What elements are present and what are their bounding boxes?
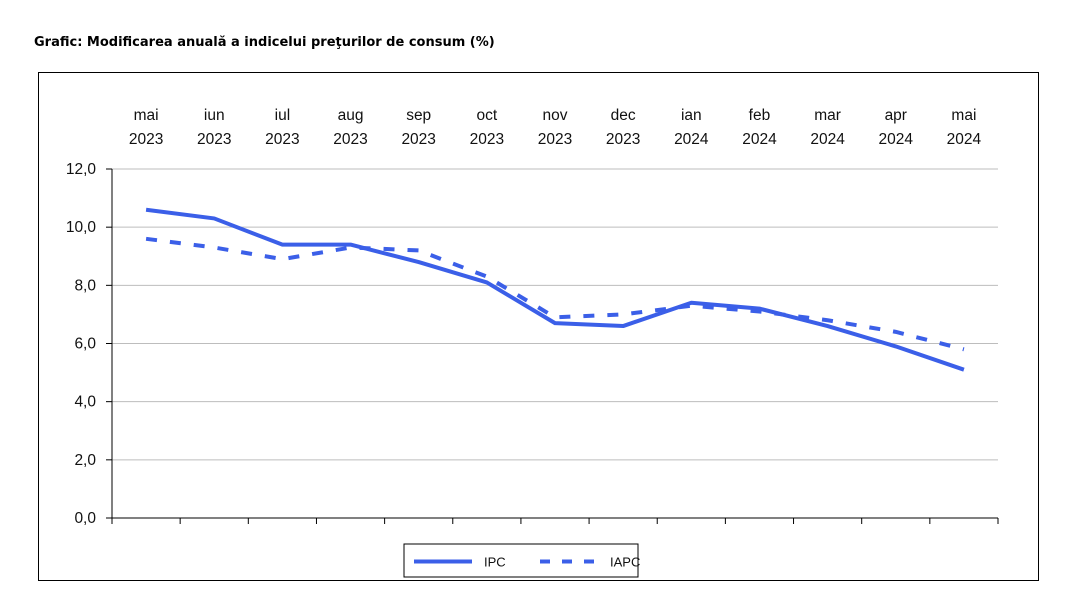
x-tick-label-month: dec bbox=[611, 107, 636, 124]
chart-title: Grafic: Modificarea anuală a indicelui p… bbox=[34, 35, 495, 50]
y-tick-label: 4,0 bbox=[74, 394, 96, 411]
x-tick-label-year: 2024 bbox=[674, 131, 709, 148]
y-tick-label: 6,0 bbox=[74, 336, 96, 353]
series-line-iapc bbox=[145, 236, 965, 352]
x-tick-label-month: mai bbox=[951, 107, 976, 124]
x-tick-label-year: 2023 bbox=[470, 131, 504, 148]
x-tick-label-year: 2023 bbox=[333, 131, 367, 148]
legend-label-iapc: IAPC bbox=[610, 555, 640, 570]
x-tick-label-month: iul bbox=[275, 107, 291, 124]
x-tick-label-month: feb bbox=[749, 107, 771, 124]
x-tick-label-month: sep bbox=[406, 107, 431, 124]
x-tick-label-year: 2023 bbox=[265, 131, 299, 148]
series-line-ipc bbox=[145, 207, 965, 372]
x-tick-label-month: mar bbox=[814, 107, 841, 124]
y-tick-label: 2,0 bbox=[74, 452, 96, 469]
y-tick-label: 12,0 bbox=[66, 161, 97, 178]
x-tick-label-month: ian bbox=[681, 107, 702, 124]
y-tick-label: 10,0 bbox=[66, 219, 97, 236]
x-tick-label-year: 2024 bbox=[742, 131, 777, 148]
x-tick-label-year: 2023 bbox=[401, 131, 435, 148]
x-tick-label-year: 2024 bbox=[879, 131, 914, 148]
x-tick-label-month: iun bbox=[204, 107, 225, 124]
x-tick-label-year: 2023 bbox=[606, 131, 640, 148]
x-tick-label-month: aug bbox=[338, 107, 364, 124]
x-tick-label-year: 2023 bbox=[197, 131, 231, 148]
y-tick-label: 0,0 bbox=[74, 510, 96, 527]
y-tick-label: 8,0 bbox=[74, 277, 96, 294]
x-tick-label-month: nov bbox=[543, 107, 568, 124]
legend-label-ipc: IPC bbox=[484, 555, 506, 570]
x-tick-label-year: 2024 bbox=[810, 131, 845, 148]
x-tick-label-year: 2023 bbox=[538, 131, 572, 148]
chart-frame bbox=[38, 72, 1039, 581]
x-tick-label-month: apr bbox=[885, 107, 907, 124]
x-tick-label-month: oct bbox=[477, 107, 498, 124]
x-tick-label-year: 2023 bbox=[129, 131, 163, 148]
x-tick-label-month: mai bbox=[134, 107, 159, 124]
x-tick-label-year: 2024 bbox=[947, 131, 982, 148]
